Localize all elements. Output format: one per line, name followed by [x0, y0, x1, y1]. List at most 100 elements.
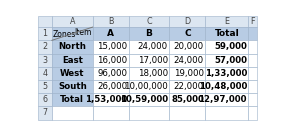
Text: Item: Item [74, 28, 91, 37]
Text: D: D [184, 17, 190, 26]
Bar [129, 67, 169, 80]
Text: 7: 7 [42, 109, 47, 118]
Text: 15,000: 15,000 [97, 42, 127, 51]
Bar [129, 80, 169, 93]
Bar [38, 16, 52, 27]
Bar [129, 27, 169, 40]
Bar [206, 80, 248, 93]
Bar [206, 16, 248, 27]
Text: 85,000: 85,000 [171, 95, 204, 104]
Text: B: B [108, 17, 113, 26]
Bar [52, 16, 93, 27]
Bar [93, 80, 129, 93]
Text: 26,000: 26,000 [97, 82, 127, 91]
Bar [129, 93, 169, 106]
Text: Total: Total [60, 95, 84, 104]
Bar [248, 40, 256, 54]
Text: C: C [184, 29, 191, 38]
Text: E: E [224, 17, 230, 26]
Bar [93, 54, 129, 67]
Bar [129, 106, 169, 120]
Bar [93, 40, 129, 54]
Bar [248, 93, 256, 106]
Bar [169, 80, 206, 93]
Bar [52, 54, 93, 67]
Bar [206, 106, 248, 120]
Bar [93, 27, 129, 40]
Bar [248, 27, 256, 40]
Text: 12,97,000: 12,97,000 [199, 95, 247, 104]
Text: 18,000: 18,000 [138, 69, 168, 78]
Text: 22,000: 22,000 [174, 82, 204, 91]
Text: 57,000: 57,000 [214, 56, 247, 65]
Text: 1: 1 [42, 29, 47, 38]
Text: 16,000: 16,000 [97, 56, 127, 65]
Bar [38, 80, 52, 93]
Text: 24,000: 24,000 [138, 42, 168, 51]
Bar [38, 54, 52, 67]
Bar [248, 106, 256, 120]
Text: Total: Total [214, 29, 239, 38]
Text: 1,33,000: 1,33,000 [205, 69, 247, 78]
Text: West: West [60, 69, 85, 78]
Text: 6: 6 [42, 95, 47, 104]
Bar [206, 54, 248, 67]
Bar [169, 67, 206, 80]
Bar [206, 67, 248, 80]
Bar [38, 93, 52, 106]
Text: A: A [70, 17, 75, 26]
Text: North: North [58, 42, 86, 51]
Bar [52, 93, 93, 106]
Text: South: South [58, 82, 87, 91]
Text: 59,000: 59,000 [214, 42, 247, 51]
Text: 10,59,000: 10,59,000 [120, 95, 168, 104]
Text: 1,53,000: 1,53,000 [85, 95, 127, 104]
Bar [52, 27, 93, 40]
Text: 2: 2 [42, 42, 47, 51]
Bar [206, 40, 248, 54]
Bar [52, 67, 93, 80]
Text: 3: 3 [42, 56, 47, 65]
Text: C: C [146, 17, 152, 26]
Bar [52, 80, 93, 93]
Bar [93, 93, 129, 106]
Bar [93, 67, 129, 80]
Bar [129, 40, 169, 54]
Bar [169, 40, 206, 54]
Bar [38, 67, 52, 80]
Bar [169, 27, 206, 40]
Bar [169, 16, 206, 27]
Bar [248, 80, 256, 93]
Bar [129, 54, 169, 67]
Text: 17,000: 17,000 [138, 56, 168, 65]
Bar [38, 106, 52, 120]
Bar [248, 67, 256, 80]
Text: 10,48,000: 10,48,000 [199, 82, 247, 91]
Text: East: East [62, 56, 83, 65]
Bar [52, 40, 93, 54]
Bar [206, 27, 248, 40]
Text: F: F [250, 17, 255, 26]
Text: 5: 5 [42, 82, 47, 91]
Bar [248, 54, 256, 67]
Bar [93, 106, 129, 120]
Text: 24,000: 24,000 [174, 56, 204, 65]
Bar [129, 16, 169, 27]
Bar [38, 27, 52, 40]
Text: 10,00,000: 10,00,000 [124, 82, 168, 91]
Text: 20,000: 20,000 [174, 42, 204, 51]
Text: 96,000: 96,000 [97, 69, 127, 78]
Text: B: B [146, 29, 152, 38]
Text: 4: 4 [42, 69, 47, 78]
Text: 19,000: 19,000 [174, 69, 204, 78]
Bar [169, 106, 206, 120]
Bar [38, 40, 52, 54]
Bar [52, 106, 93, 120]
Bar [169, 54, 206, 67]
Text: Zones: Zones [53, 30, 76, 39]
Bar [169, 93, 206, 106]
Bar [248, 16, 256, 27]
Text: A: A [107, 29, 114, 38]
Bar [93, 16, 129, 27]
Bar [206, 93, 248, 106]
